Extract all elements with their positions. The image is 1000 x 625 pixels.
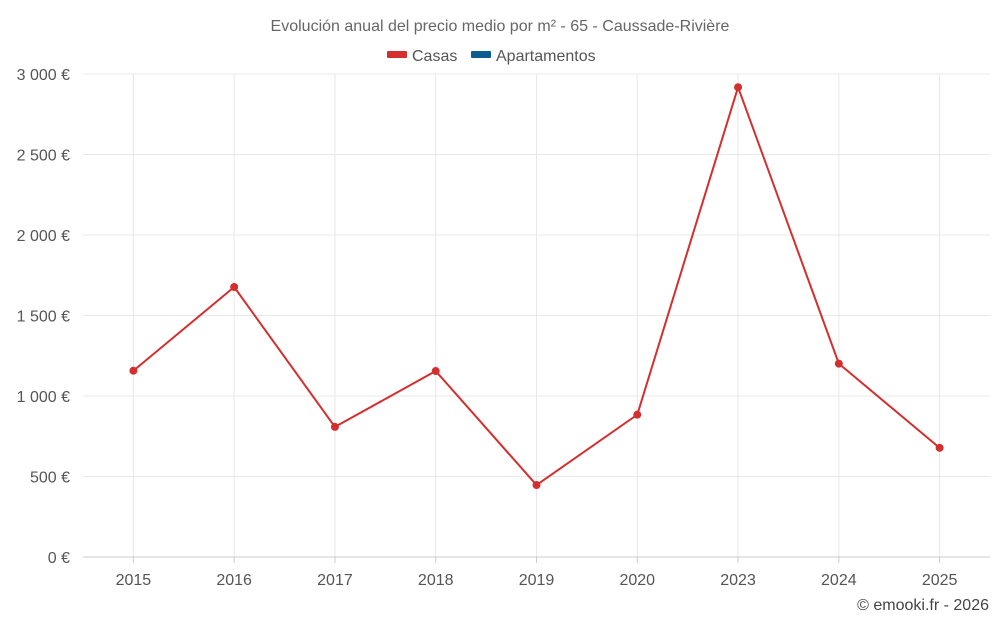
x-tick-label: 2018 (418, 572, 454, 589)
data-point-casas-2023[interactable] (734, 83, 743, 92)
series-casas (129, 83, 944, 490)
x-tick-label: 2020 (619, 572, 655, 589)
y-tick-label: 3 000 € (17, 67, 70, 84)
data-point-casas-2017[interactable] (330, 422, 339, 431)
y-tick-label: 2 000 € (17, 228, 70, 245)
x-tick-label: 2023 (720, 572, 756, 589)
data-point-casas-2016[interactable] (230, 283, 239, 292)
legend-item-apartamentos[interactable]: Apartamentos (471, 48, 596, 65)
y-axis-labels: 0 € 500 € 1 000 € 1 500 € 2 000 € 2 500 € 3 00… (17, 67, 70, 567)
x-gridlines (132, 74, 941, 563)
x-tick-label: 2019 (519, 572, 555, 589)
data-point-casas-2025[interactable] (935, 443, 944, 452)
y-tick-label: 500 € (30, 470, 70, 487)
data-point-casas-2024[interactable] (834, 359, 843, 368)
x-tick-label: 2025 (922, 572, 958, 589)
data-point-casas-2019[interactable] (532, 481, 541, 490)
x-tick-label: 2024 (821, 572, 857, 589)
y-tick-label: 0 € (48, 550, 70, 567)
y-tick-label: 1 000 € (17, 389, 70, 406)
legend-item-casas[interactable]: Casas (387, 48, 457, 65)
x-tick-label: 2017 (317, 572, 353, 589)
legend-swatch-casas (387, 51, 407, 58)
x-tick-label: 2016 (216, 572, 252, 589)
legend-label-casas: Casas (412, 48, 457, 65)
x-tick-label: 2015 (116, 572, 152, 589)
legend-swatch-apartamentos (471, 51, 491, 58)
y-tick-label: 1 500 € (17, 309, 70, 326)
x-axis-labels: 2015 2016 2017 2018 2019 2020 2023 2024 2025 (116, 572, 958, 589)
chart-title: Evolución anual del precio medio por m² … (271, 18, 730, 35)
legend: Casas Apartamentos (387, 48, 596, 65)
credit: © emooki.fr - 2026 (857, 597, 989, 614)
data-point-casas-2020[interactable] (633, 410, 642, 419)
y-tick-label: 2 500 € (17, 148, 70, 165)
data-point-casas-2015[interactable] (129, 366, 138, 375)
legend-label-apartamentos: Apartamentos (496, 48, 596, 65)
data-point-casas-2018[interactable] (431, 367, 440, 376)
